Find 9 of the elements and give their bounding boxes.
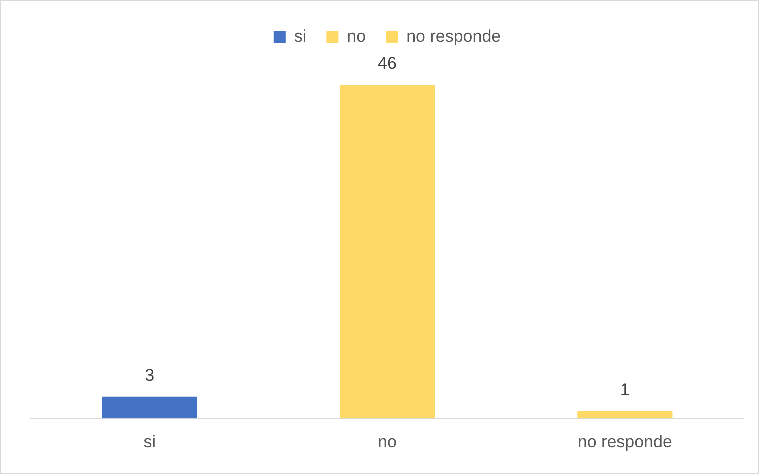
legend-label: no responde — [406, 27, 502, 46]
x-tick-label: no responde — [578, 432, 672, 452]
data-label: 1 — [620, 380, 630, 400]
x-tick-label: si — [144, 432, 156, 452]
legend-label: si — [294, 27, 307, 46]
data-label: 3 — [145, 366, 155, 386]
legend-label: no — [347, 27, 366, 46]
data-label: 46 — [378, 54, 397, 74]
x-tick-label: no — [378, 432, 397, 452]
